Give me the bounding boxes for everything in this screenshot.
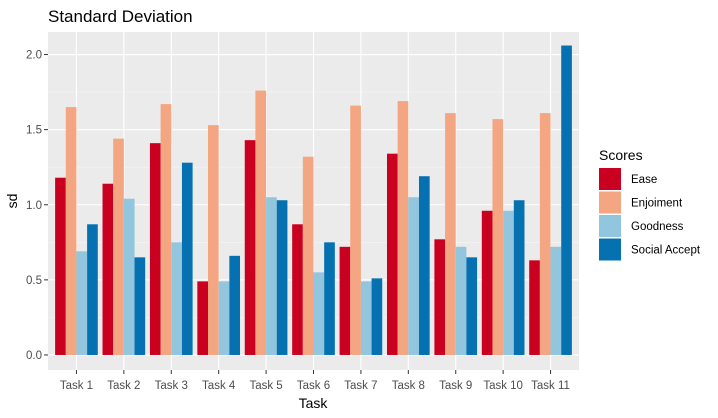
bar bbox=[324, 242, 335, 355]
bar bbox=[181, 162, 193, 355]
y-tick-label: 1.0 bbox=[26, 200, 42, 212]
bar bbox=[208, 125, 219, 355]
legend-key bbox=[599, 191, 621, 214]
bar bbox=[65, 107, 77, 355]
bar bbox=[55, 177, 66, 355]
x-tick-label: Task 9 bbox=[439, 380, 472, 392]
bar bbox=[455, 246, 467, 355]
legend-key bbox=[599, 215, 621, 237]
bar bbox=[292, 224, 303, 355]
bar bbox=[123, 198, 135, 355]
x-tick-label: Task 7 bbox=[344, 380, 377, 392]
bar bbox=[539, 113, 551, 355]
x-tick-label: Task 11 bbox=[531, 380, 570, 392]
bar bbox=[339, 246, 351, 355]
x-tick-label: Task 6 bbox=[297, 380, 330, 392]
legend-label: Social Accept bbox=[631, 245, 701, 257]
bar bbox=[171, 242, 182, 355]
x-tick-label: Task 1 bbox=[60, 380, 93, 392]
legend-key bbox=[599, 168, 621, 190]
legend-label: Ease bbox=[631, 174, 657, 186]
bar bbox=[218, 281, 230, 355]
bar bbox=[513, 200, 525, 355]
bar bbox=[266, 197, 277, 355]
legend: Scores Ease Enjoiment Goodness Social Accep… bbox=[599, 147, 701, 261]
bar bbox=[302, 156, 314, 355]
bar bbox=[408, 197, 419, 355]
bar bbox=[76, 251, 88, 355]
x-axis-title: Task bbox=[299, 395, 329, 411]
bar bbox=[350, 105, 361, 355]
bar bbox=[244, 140, 256, 355]
bar bbox=[255, 90, 267, 355]
bar bbox=[386, 153, 398, 355]
bar bbox=[492, 119, 504, 355]
bar bbox=[371, 278, 383, 355]
bar bbox=[397, 101, 409, 355]
bar bbox=[197, 281, 209, 355]
bar bbox=[276, 200, 288, 355]
bar bbox=[550, 246, 562, 355]
x-tick-label: Task 4 bbox=[202, 380, 236, 392]
x-tick-label: Task 3 bbox=[155, 380, 188, 392]
x-axis: Task 1 Task 2 Task 3 Task 4 Task 5 Task 6 Task… bbox=[60, 370, 570, 392]
y-tick-label: 1.5 bbox=[26, 125, 42, 137]
bar bbox=[561, 45, 572, 355]
y-tick-label: 2.0 bbox=[26, 50, 42, 62]
y-axis: 0.0 0.5 1.0 1.5 2.0 bbox=[26, 50, 48, 362]
bar bbox=[113, 138, 124, 355]
bar bbox=[102, 183, 114, 355]
x-tick-label: Task 8 bbox=[392, 380, 425, 392]
bar bbox=[134, 257, 146, 355]
chart-title: Standard Deviation bbox=[48, 7, 193, 26]
y-tick-label: 0.5 bbox=[26, 275, 42, 287]
x-tick-label: Task 5 bbox=[249, 380, 282, 392]
bar bbox=[418, 176, 430, 355]
bar bbox=[466, 257, 478, 355]
bar bbox=[149, 143, 161, 355]
bar bbox=[529, 260, 540, 355]
bar bbox=[503, 210, 514, 355]
x-tick-label: Task 2 bbox=[107, 380, 140, 392]
x-tick-label: Task 10 bbox=[483, 380, 523, 392]
legend-key bbox=[599, 238, 621, 261]
bar bbox=[313, 272, 325, 355]
bars bbox=[55, 45, 572, 355]
y-tick-label: 0.0 bbox=[26, 350, 42, 362]
y-axis-title: sd bbox=[4, 194, 20, 209]
bar bbox=[160, 104, 172, 355]
bar bbox=[434, 239, 446, 355]
bar bbox=[229, 255, 241, 355]
legend-label: Goodness bbox=[631, 221, 684, 233]
bar bbox=[445, 113, 456, 355]
bar bbox=[360, 281, 372, 355]
legend-label: Enjoiment bbox=[631, 198, 683, 210]
legend-title: Scores bbox=[599, 147, 643, 163]
bar bbox=[481, 210, 493, 355]
bar bbox=[87, 224, 98, 355]
